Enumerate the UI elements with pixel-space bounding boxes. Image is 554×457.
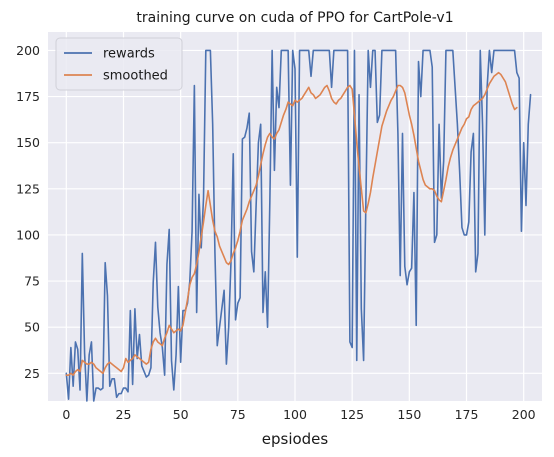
legend-label-smoothed: smoothed [103, 69, 168, 84]
x-tick-label: 100 [283, 407, 307, 422]
y-tick-label: 175 [16, 89, 40, 104]
x-tick-label: 150 [397, 407, 421, 422]
legend-label-rewards: rewards [103, 47, 155, 62]
series-line-smoothed [65, 71, 518, 376]
x-tick-label: 50 [173, 407, 189, 422]
legend: rewards smoothed [55, 37, 183, 91]
x-tick-label: 0 [62, 407, 70, 422]
series-lines [65, 49, 532, 402]
y-tick-label: 125 [16, 181, 40, 196]
y-tick-label: 25 [24, 366, 40, 381]
legend-box [55, 37, 183, 91]
y-tick-label: 100 [16, 227, 40, 242]
x-axis-label: epsiodes [262, 430, 329, 448]
x-tick-label: 175 [455, 407, 479, 422]
x-tick-label: 125 [340, 407, 364, 422]
chart-title: training curve on cuda of PPO for CartPo… [136, 10, 453, 26]
y-axis-ticks: 25 50 75 100 125 150 175 200 [16, 43, 40, 381]
y-tick-label: 150 [16, 135, 40, 150]
x-tick-label: 25 [116, 407, 132, 422]
y-tick-label: 75 [24, 274, 40, 289]
series-line-rewards [65, 49, 532, 402]
y-tick-label: 50 [24, 320, 40, 335]
y-tick-label: 200 [16, 43, 40, 58]
x-tick-label: 75 [230, 407, 246, 422]
x-tick-label: 200 [512, 407, 536, 422]
x-axis-ticks: 0 25 50 75 100 125 150 175 200 [62, 407, 535, 422]
